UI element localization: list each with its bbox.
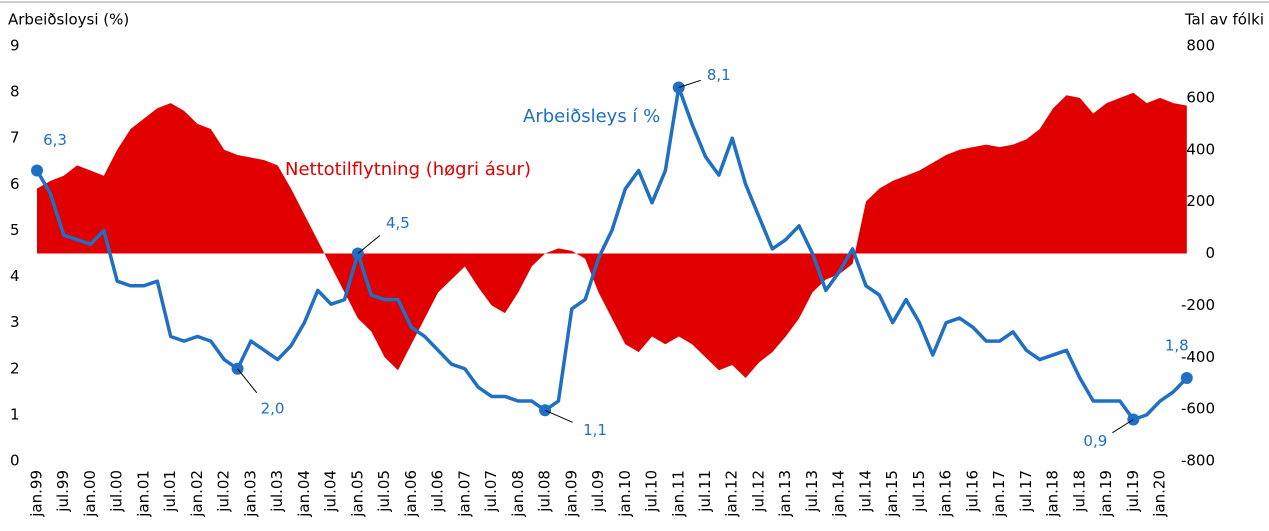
y-tick-label: 1 xyxy=(10,405,20,423)
x-tick-label: jul.06 xyxy=(429,470,447,513)
y-tick-label: 7 xyxy=(10,129,20,147)
y2-tick-label: -200 xyxy=(1181,296,1215,314)
x-tick-label: jan.18 xyxy=(1044,470,1062,518)
area xyxy=(37,92,1187,378)
value-label: 1,1 xyxy=(583,421,607,439)
y2-tick-label: 200 xyxy=(1186,192,1215,210)
y-tick-label: 2 xyxy=(10,359,20,377)
value-label: 1,8 xyxy=(1165,337,1189,355)
x-tick-label: jan.07 xyxy=(455,470,473,518)
y2-tick-label: 600 xyxy=(1186,88,1215,106)
leader-line xyxy=(1112,419,1134,434)
x-tick-label: jan.06 xyxy=(402,470,420,518)
x-tick-label: jan.01 xyxy=(134,470,152,518)
value-label: 6,3 xyxy=(43,131,67,149)
x-tick-label: jul.09 xyxy=(589,470,607,513)
x-tick-label: jul.19 xyxy=(1124,470,1142,513)
y-axis-title: Arbeiðsloysi (%) xyxy=(8,11,129,29)
x-tick-label: jan.00 xyxy=(81,470,99,518)
x-tick-label: jul.12 xyxy=(749,470,767,513)
x-tick-label: jan.99 xyxy=(28,470,46,518)
x-tick-label: jul.14 xyxy=(856,470,874,513)
value-label: 0,9 xyxy=(1083,432,1107,450)
x-tick-label: jan.10 xyxy=(616,470,634,518)
x-tick-label: jul.03 xyxy=(268,470,286,513)
x-tick-label: jul.10 xyxy=(643,470,661,513)
x-tick-label: jan.17 xyxy=(990,470,1008,518)
value-label: 4,5 xyxy=(386,214,410,232)
x-tick-label: jul.13 xyxy=(803,470,821,513)
x-tick-label: jul.02 xyxy=(215,470,233,513)
x-tick-label: jan.14 xyxy=(830,470,848,518)
x-tick-label: jan.15 xyxy=(883,470,901,518)
x-tick-label: jan.08 xyxy=(509,470,527,518)
y2-tick-label: -400 xyxy=(1181,348,1215,366)
x-tick-label: jul.04 xyxy=(322,470,340,513)
y-tick-label: 8 xyxy=(10,83,20,101)
point xyxy=(31,164,43,177)
x-tick-label: jul.00 xyxy=(108,470,126,513)
y2-tick-label: 0 xyxy=(1205,244,1215,262)
y-tick-label: 3 xyxy=(10,313,20,331)
line xyxy=(35,85,1189,422)
x-tick-label: jan.16 xyxy=(937,470,955,518)
x-tick-label: jul.08 xyxy=(536,470,554,513)
x-tick-label: jul.01 xyxy=(161,470,179,513)
leader-line xyxy=(544,409,573,423)
x-tick-label: jan.12 xyxy=(723,470,741,518)
x-tick-label: jan.13 xyxy=(776,470,794,518)
y-tick-label: 6 xyxy=(10,175,20,193)
x-tick-label: jan.04 xyxy=(295,470,313,518)
leader-line xyxy=(237,368,258,394)
x-tick-label: jan.11 xyxy=(669,470,687,518)
series-label: Nettotilflytning (høgri ásur) xyxy=(285,159,531,180)
y2-tick-label: 400 xyxy=(1186,140,1215,158)
y2-tick-label: 800 xyxy=(1186,37,1215,55)
x-tick-label: jan.09 xyxy=(562,470,580,518)
x-tick-label: jan.05 xyxy=(348,470,366,518)
x-tick-label: jan.03 xyxy=(241,470,259,518)
x-tick-label: jan.02 xyxy=(188,470,206,518)
point xyxy=(1180,372,1193,384)
x-tick-label: jul.18 xyxy=(1070,470,1088,513)
x-tick-label: jul.99 xyxy=(54,470,72,513)
y-tick-label: 9 xyxy=(10,37,20,55)
y-tick-label: 5 xyxy=(10,221,20,239)
x-tick-label: jul.05 xyxy=(375,470,393,513)
x-tick-label: jul.11 xyxy=(696,470,714,513)
x-tick-label: jan.19 xyxy=(1097,470,1115,518)
series-label: Arbeiðsleys í % xyxy=(523,106,660,127)
x-tick-label: jul.15 xyxy=(910,470,928,513)
value-label: 2,0 xyxy=(261,399,285,417)
x-tick-label: jul.07 xyxy=(482,470,500,513)
value-label: 8,1 xyxy=(707,66,731,84)
y2-tick-label: -600 xyxy=(1181,400,1215,418)
x-tick-label: jul.17 xyxy=(1017,470,1035,513)
y-tick-label: 0 xyxy=(10,452,20,470)
x-tick-label: jan.20 xyxy=(1151,470,1169,518)
leader-line xyxy=(678,79,701,88)
y-tick-label: 4 xyxy=(10,267,20,285)
x-tick-label: jul.16 xyxy=(963,470,981,513)
y2-axis-title: Tal av fólki xyxy=(1184,11,1264,29)
y2-tick-label: -800 xyxy=(1181,452,1215,470)
leader-line xyxy=(357,235,381,254)
